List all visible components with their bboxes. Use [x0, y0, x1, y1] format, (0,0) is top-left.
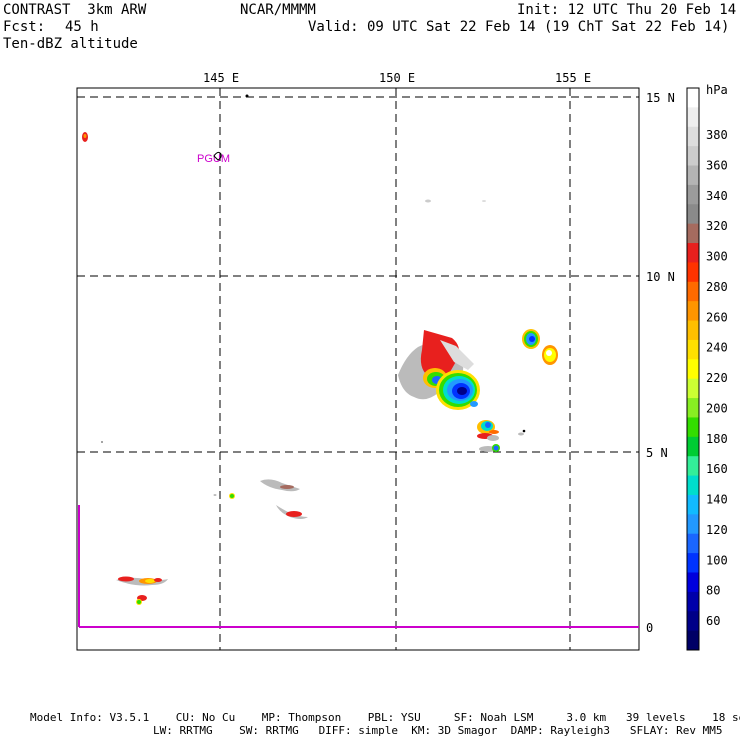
colorbar-label: 360 — [706, 158, 728, 172]
valid-time: Valid: 09 UTC Sat 22 Feb 14 (19 ChT Sat … — [308, 19, 730, 35]
colorbar-swatch — [687, 320, 699, 341]
colorbar-swatch — [687, 301, 699, 322]
equator-line — [78, 505, 639, 628]
colorbar-swatch — [687, 514, 699, 535]
colorbar-swatch — [687, 146, 699, 167]
colorbar-swatch — [687, 262, 699, 283]
colorbar-label: 260 — [706, 310, 728, 324]
colorbar-label: 240 — [706, 341, 728, 355]
colorbar-label: 180 — [706, 432, 728, 446]
echo-cells — [82, 132, 558, 605]
colorbar-swatch — [687, 243, 699, 263]
colorbar-label: 80 — [706, 584, 720, 598]
lon-label-145: 145 E — [203, 71, 239, 85]
lat-label-10n: 10 N — [646, 270, 675, 284]
map-frame — [76, 87, 640, 651]
colorbar-swatch — [687, 126, 699, 147]
small-island — [522, 429, 526, 433]
colorbar-swatch — [687, 475, 699, 496]
colorbar-unit: hPa — [706, 83, 728, 97]
colorbar-swatch — [687, 204, 699, 225]
colorbar-label: 200 — [706, 401, 728, 415]
colorbar-swatch — [687, 88, 699, 108]
model-info-line-2: LW: RRTMG SW: RRTMG DIFF: simple KM: 3D … — [153, 724, 723, 737]
colorbar-label: 380 — [706, 128, 728, 142]
colorbar-frame — [686, 87, 700, 651]
colorbar-swatch — [687, 165, 699, 186]
forecast-hour-label: Fcst: — [3, 19, 46, 35]
lon-label-150: 150 E — [379, 71, 415, 85]
forecast-hour-value: 45 h — [65, 19, 99, 35]
colorbar-label: 220 — [706, 371, 728, 385]
colorbar-labels: 380 360 340 320 300 280 260 240 220 200 180 160 140 1… — [706, 128, 728, 628]
model-title: CONTRAST 3km ARW — [3, 2, 147, 18]
colorbar-label: 60 — [706, 614, 720, 628]
lat-label-5n: 5 N — [646, 446, 668, 460]
lat-label-15n: 15 N — [646, 91, 675, 105]
lat-label-0: 0 — [646, 621, 653, 635]
colorbar-label: 280 — [706, 280, 728, 294]
colorbar-swatch — [687, 494, 699, 515]
colorbar-swatch — [687, 281, 699, 302]
station-label: PGUM — [197, 153, 230, 165]
colorbar-swatch — [687, 456, 699, 477]
small-island — [245, 94, 249, 98]
guam-outline — [213, 151, 222, 161]
model-info-line-1: Model Info: V3.5.1 CU: No Cu MP: Thompso… — [30, 711, 740, 724]
colorbar-swatch — [687, 533, 699, 554]
lon-label-155: 155 E — [555, 71, 591, 85]
colorbar-swatch — [687, 417, 699, 438]
colorbar-swatch — [687, 630, 699, 651]
field-name: Ten-dBZ altitude — [3, 36, 138, 52]
colorbar-label: 320 — [706, 219, 728, 233]
colorbar-label: 300 — [706, 250, 728, 264]
colorbar-swatch — [687, 107, 699, 128]
colorbar — [686, 87, 700, 651]
colorbar-label: 120 — [706, 523, 728, 537]
colorbar-swatch — [687, 339, 699, 360]
colorbar-label: 140 — [706, 493, 728, 507]
colorbar-label: 160 — [706, 462, 728, 476]
colorbar-label: 340 — [706, 189, 728, 203]
colorbar-swatch — [687, 184, 699, 205]
colorbar-swatch — [687, 223, 699, 244]
init-time: Init: 12 UTC Thu 20 Feb 14 — [517, 2, 737, 18]
colorbar-swatch — [687, 378, 699, 399]
lat-lon-grid — [77, 88, 639, 650]
colorbar-swatch — [687, 572, 699, 593]
small-island — [101, 441, 103, 443]
organization-label: NCAR/MMMM — [240, 2, 316, 18]
colorbar-swatch — [687, 359, 699, 380]
colorbar-swatch — [687, 553, 699, 573]
colorbar-swatch — [687, 611, 699, 632]
colorbar-label: 100 — [706, 553, 728, 567]
colorbar-swatch — [687, 436, 699, 457]
colorbar-swatch — [687, 591, 699, 612]
colorbar-swatch — [687, 398, 699, 418]
